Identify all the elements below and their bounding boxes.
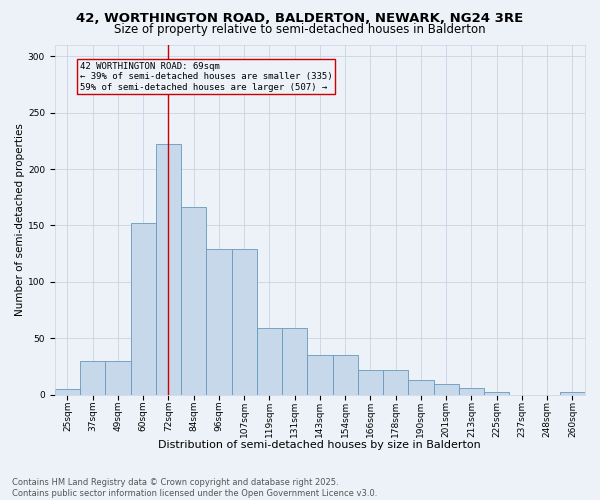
Text: 42 WORTHINGTON ROAD: 69sqm
← 39% of semi-detached houses are smaller (335)
59% o: 42 WORTHINGTON ROAD: 69sqm ← 39% of semi… [80, 62, 332, 92]
Bar [181, 208, 206, 394]
Bar [433, 384, 459, 394]
Bar [408, 380, 433, 394]
Bar [232, 249, 257, 394]
Bar [131, 223, 156, 394]
Bar [560, 392, 585, 394]
Bar [358, 370, 383, 394]
Bar [484, 392, 509, 394]
Bar [282, 328, 307, 394]
Bar [459, 388, 484, 394]
Bar [80, 361, 105, 394]
Text: Size of property relative to semi-detached houses in Balderton: Size of property relative to semi-detach… [114, 22, 486, 36]
Bar [257, 328, 282, 394]
Bar [156, 144, 181, 395]
Text: Contains HM Land Registry data © Crown copyright and database right 2025.
Contai: Contains HM Land Registry data © Crown c… [12, 478, 377, 498]
Bar [206, 249, 232, 394]
Bar [55, 389, 80, 394]
Bar [332, 355, 358, 395]
X-axis label: Distribution of semi-detached houses by size in Balderton: Distribution of semi-detached houses by … [158, 440, 481, 450]
Bar [307, 355, 332, 395]
Bar [105, 361, 131, 394]
Y-axis label: Number of semi-detached properties: Number of semi-detached properties [15, 124, 25, 316]
Text: 42, WORTHINGTON ROAD, BALDERTON, NEWARK, NG24 3RE: 42, WORTHINGTON ROAD, BALDERTON, NEWARK,… [76, 12, 524, 26]
Bar [383, 370, 408, 394]
